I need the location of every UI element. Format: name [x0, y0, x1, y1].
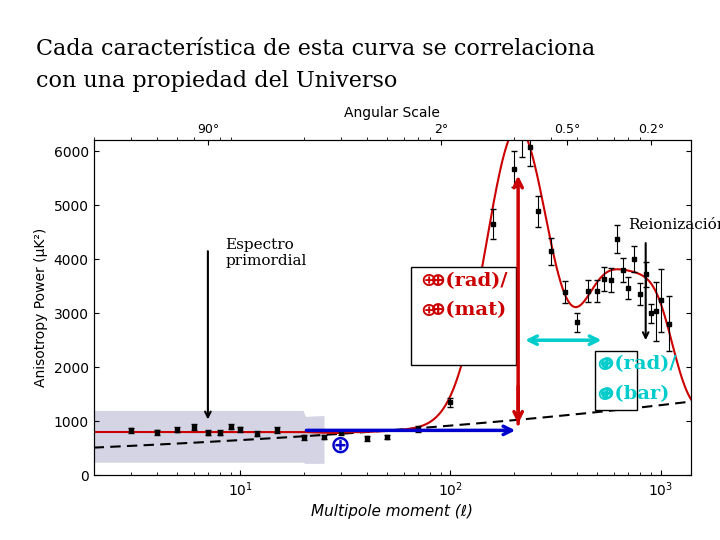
Text: Cada característica de esta curva se correlaciona: Cada característica de esta curva se cor…	[36, 38, 595, 60]
Text: ⊕(rad)/: ⊕(rad)/	[430, 272, 508, 290]
Text: con una propiedad del Universo: con una propiedad del Universo	[36, 70, 397, 92]
Text: ⊕: ⊕	[420, 271, 437, 291]
Text: ⊕(bar): ⊕(bar)	[599, 385, 670, 403]
Text: Espectro
primordial: Espectro primordial	[225, 238, 307, 268]
Text: Reionización: Reionización	[628, 218, 720, 232]
Text: ⊕: ⊕	[596, 355, 613, 374]
FancyBboxPatch shape	[411, 267, 516, 365]
X-axis label: Angular Scale: Angular Scale	[344, 106, 441, 120]
Text: ⊕(rad)/: ⊕(rad)/	[599, 355, 678, 374]
Text: ⊕(mat): ⊕(mat)	[430, 301, 508, 320]
FancyBboxPatch shape	[595, 351, 636, 410]
Y-axis label: Anisotropy Power (μK²): Anisotropy Power (μK²)	[34, 228, 48, 387]
Text: ⊕: ⊕	[420, 301, 437, 320]
Text: ⊕: ⊕	[596, 384, 613, 404]
Text: ⊕: ⊕	[330, 434, 351, 457]
X-axis label: Multipole moment (ℓ): Multipole moment (ℓ)	[311, 504, 474, 519]
